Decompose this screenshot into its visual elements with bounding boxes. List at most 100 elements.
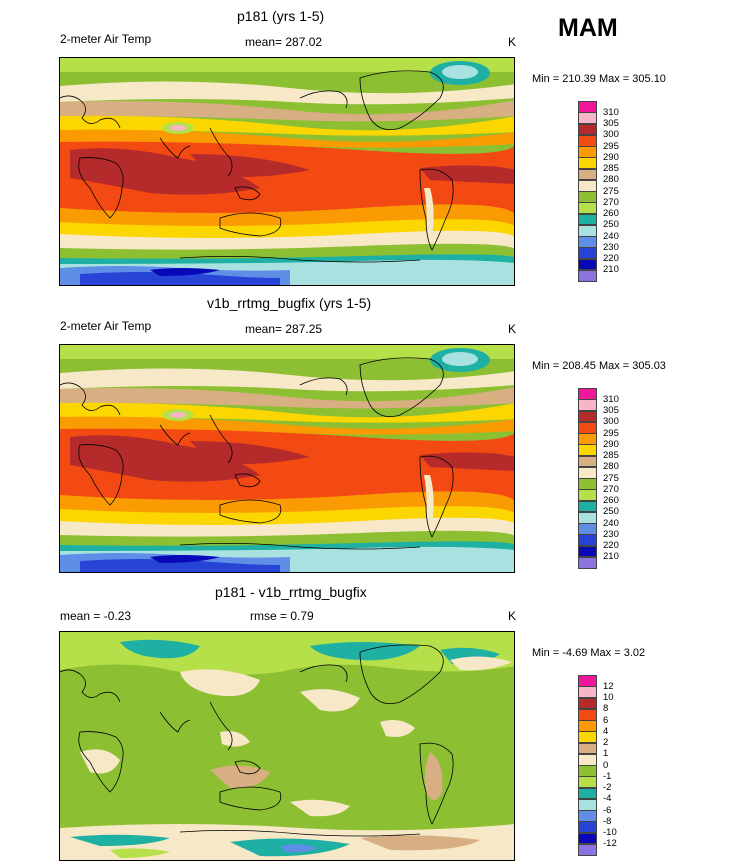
colorbar-label: 250 (603, 506, 619, 518)
colorbar-swatch (578, 500, 597, 513)
colorbar-label: 310 (603, 106, 619, 118)
colorbar-label: 260 (603, 208, 619, 219)
colorbar-label: -12 (603, 838, 617, 850)
colorbar-swatch (578, 399, 597, 411)
colorbar-label: 290 (603, 438, 619, 450)
colorbar-swatch (578, 731, 597, 743)
temperature-field (60, 58, 514, 285)
colorbar-label: 285 (603, 450, 619, 461)
colorbar-label: -1 (603, 770, 612, 782)
panel-2-map-svg (60, 345, 514, 572)
colorbar-label: 305 (603, 118, 619, 129)
colorbar-swatch (578, 697, 597, 710)
colorbar-swatch (578, 421, 597, 434)
colorbar-label: 270 (603, 196, 619, 208)
colorbar-swatch (578, 433, 597, 445)
colorbar-label: 10 (603, 692, 614, 703)
panel-2-colorbar: 310 305 300 295 290 285 280 275 270 260 250 240 230 2… (578, 388, 638, 569)
colorbar-swatch (578, 776, 597, 788)
colorbar-label: 275 (603, 472, 619, 484)
panel-1-map-svg (60, 58, 514, 285)
colorbar-label: 295 (603, 427, 619, 439)
panel-1-minmax: Min = 210.39 Max = 305.10 (532, 73, 666, 85)
colorbar-swatch (578, 146, 597, 158)
colorbar-swatch (578, 545, 597, 558)
colorbar-label: 6 (603, 714, 609, 726)
colorbar-swatch (578, 455, 597, 468)
colorbar-swatch (578, 720, 597, 732)
colorbar-swatch (578, 213, 597, 226)
colorbar-swatch (578, 523, 597, 535)
colorbar-swatch (578, 798, 597, 811)
colorbar-label: 280 (603, 174, 619, 186)
colorbar-label: -2 (603, 782, 612, 793)
colorbar-swatch (578, 478, 597, 490)
temperature-field (60, 345, 514, 572)
colorbar-swatch (578, 742, 597, 755)
colorbar-label: 12 (603, 680, 614, 692)
panel-3-colorbar: 12 10 8 6 4 2 1 0 -1 -2 -4 -6 -8 -10 -12 (578, 675, 638, 856)
coastlines (60, 357, 454, 550)
colorbar-label: 280 (603, 461, 619, 473)
panel-1-units: K (508, 35, 517, 49)
panel-3-rmse: rmse = 0.79 (250, 609, 314, 623)
colorbar-swatch (578, 489, 597, 501)
colorbar-label: 295 (603, 140, 619, 152)
colorbar-label: 210 (603, 551, 619, 563)
colorbar-label: -10 (603, 827, 617, 838)
panel-2-title: v1b_rrtmg_bugfix (yrs 1-5) (207, 295, 372, 311)
colorbar-swatch (578, 810, 597, 822)
colorbar-label: 300 (603, 129, 619, 141)
panel-2-map (59, 344, 515, 573)
colorbar-label: 285 (603, 163, 619, 174)
panel-3-title: p181 - v1b_rrtmg_bugfix (215, 584, 367, 600)
season-label: MAM (558, 14, 618, 42)
colorbar-swatch (578, 534, 597, 546)
colorbar-swatch (578, 686, 597, 698)
colorbar-swatch (578, 179, 597, 192)
colorbar-label: -4 (603, 793, 612, 805)
colorbar-swatch (578, 556, 597, 569)
panel-1-colorbar: 310 305 300 295 290 285 280 275 270 260 250 240 230 2… (578, 101, 638, 282)
colorbar-label: 240 (603, 517, 619, 529)
colorbar-swatch (578, 269, 597, 282)
colorbar-swatch (578, 191, 597, 203)
colorbar-swatch (578, 832, 597, 845)
colorbar-swatch (578, 168, 597, 181)
colorbar-label: 305 (603, 405, 619, 416)
colorbar-swatch (578, 236, 597, 248)
colorbar-swatch (578, 224, 597, 237)
colorbar-label: 300 (603, 416, 619, 428)
difference-field (60, 632, 514, 860)
colorbar-swatch (578, 134, 597, 147)
colorbar-swatch (578, 765, 597, 777)
colorbar-swatch (578, 123, 597, 136)
colorbar-label: -8 (603, 815, 612, 827)
colorbar-swatch (578, 258, 597, 271)
colorbar-label: 270 (603, 483, 619, 495)
colorbar-label: 310 (603, 393, 619, 405)
panel-1-variable: 2-meter Air Temp (60, 32, 152, 46)
colorbar-label: 230 (603, 241, 619, 253)
panel-2-minmax: Min = 208.45 Max = 305.03 (532, 360, 666, 372)
colorbar-label: 240 (603, 230, 619, 242)
colorbar-swatch (578, 511, 597, 524)
colorbar-label: 250 (603, 219, 619, 231)
colorbar-swatch (578, 410, 597, 423)
panel-2-variable: 2-meter Air Temp (60, 319, 152, 333)
panel-3-map-svg (60, 632, 514, 860)
colorbar-label: 8 (603, 703, 609, 715)
colorbar-label: 220 (603, 540, 619, 551)
colorbar-swatch (578, 202, 597, 214)
colorbar-label: 275 (603, 185, 619, 197)
colorbar-swatch (578, 675, 597, 687)
panel-1-title: p181 (yrs 1-5) (237, 8, 325, 24)
colorbar-swatch (578, 708, 597, 721)
colorbar-swatch (578, 843, 597, 856)
colorbar-label: 210 (603, 264, 619, 276)
coastlines (60, 644, 454, 837)
colorbar-label: 260 (603, 495, 619, 506)
colorbar-label: 220 (603, 253, 619, 264)
colorbar-label: 290 (603, 151, 619, 163)
panel-2-units: K (508, 322, 517, 336)
